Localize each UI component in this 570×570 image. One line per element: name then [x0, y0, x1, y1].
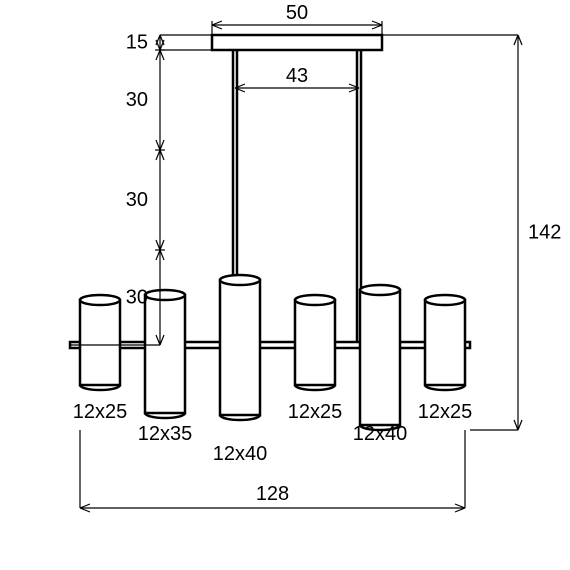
- overall-width-label: 128: [256, 483, 289, 505]
- overall-height-label: 142: [528, 222, 561, 244]
- inner-width-label: 43: [286, 65, 308, 87]
- shade-dimension-label: 12x40: [353, 423, 408, 445]
- rod-segment-label: 30: [126, 89, 148, 111]
- mount-height-label: 15: [126, 32, 148, 54]
- shade-dimension-label: 12x25: [288, 401, 343, 423]
- shade-dimension-label: 12x40: [213, 443, 268, 465]
- shade-dimension-label: 12x25: [418, 401, 473, 423]
- rod-segment-label: 30: [126, 287, 148, 309]
- rod-segment-label: 30: [126, 189, 148, 211]
- shade-dimension-label: 12x35: [138, 423, 193, 445]
- shade-dimension-label: 12x25: [73, 401, 128, 423]
- top-width-label: 50: [286, 2, 308, 24]
